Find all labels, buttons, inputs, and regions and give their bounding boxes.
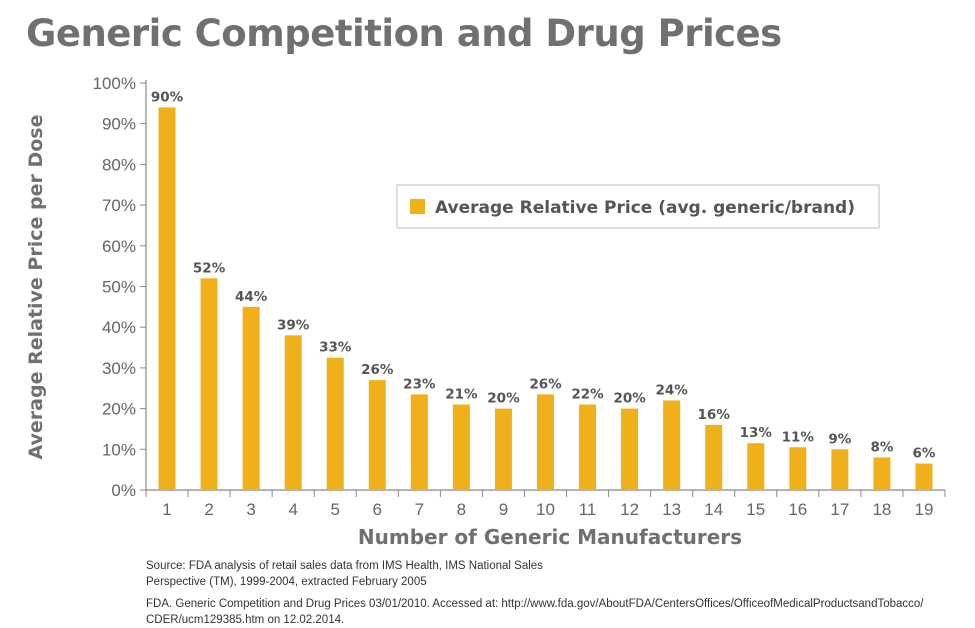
x-tick-label: 9 [499, 500, 508, 519]
legend-box [396, 184, 880, 229]
x-tick-label: 12 [620, 500, 639, 519]
legend-label: Average Relative Price (avg. generic/bra… [435, 198, 855, 218]
data-label: 11% [782, 429, 815, 445]
data-label: 21% [445, 387, 478, 403]
bar [747, 443, 765, 490]
data-label: 44% [235, 289, 268, 305]
data-label: 33% [319, 340, 352, 356]
data-label: 26% [529, 376, 562, 392]
x-tick-label: 15 [746, 500, 765, 519]
bar [284, 335, 302, 490]
x-axis-title: Number of Generic Manufacturers [358, 525, 742, 549]
data-label: 16% [698, 407, 731, 423]
bar [831, 449, 849, 490]
y-tick-label: 30% [102, 359, 136, 378]
x-tick-label: 8 [457, 500, 466, 519]
bar [452, 404, 470, 490]
bar [705, 424, 723, 490]
data-label: 9% [828, 431, 851, 447]
x-tick-label: 5 [331, 500, 340, 519]
data-label: 20% [487, 391, 520, 407]
data-label: 90% [151, 89, 184, 105]
x-tick-label: 10 [536, 500, 555, 519]
x-tick-label: 17 [830, 500, 849, 519]
y-tick-label: 40% [102, 318, 136, 337]
x-tick-label: 14 [704, 500, 723, 519]
y-axis-title: Average Relative Price per Dose [25, 115, 47, 460]
data-label: 52% [193, 260, 226, 276]
bar [368, 380, 386, 490]
legend: Average Relative Price (avg. generic/bra… [396, 184, 880, 229]
x-tick-label: 19 [915, 500, 934, 519]
bar [579, 404, 597, 490]
data-label: 8% [870, 439, 893, 455]
data-label: 24% [655, 382, 688, 398]
x-tick-label: 2 [204, 500, 213, 519]
bar [494, 408, 512, 490]
data-label: 26% [361, 362, 394, 378]
x-tick-label: 7 [415, 500, 424, 519]
data-label: 22% [571, 387, 604, 403]
bar [537, 394, 554, 490]
chart-title: Generic Competition and Drug Prices [26, 12, 782, 55]
x-tick-label: 13 [662, 500, 681, 519]
bars: 90% 52% 44% 39% 33% 26% 23% 21% 20% 26% 22% 20% 24% 1… [151, 89, 936, 491]
bar [915, 463, 933, 490]
source-note: Source: FDA analysis of retail sales dat… [146, 560, 543, 588]
data-label: 13% [740, 425, 773, 441]
x-tick-label: 4 [288, 500, 297, 519]
y-tick-label: 80% [102, 155, 136, 174]
data-label: 39% [277, 317, 310, 333]
bar [663, 400, 681, 490]
bar [410, 394, 428, 490]
bar [242, 306, 260, 490]
bar [200, 278, 218, 490]
x-tick-label: 6 [373, 500, 382, 519]
y-tick-label: 10% [102, 440, 136, 459]
y-tick-label: 90% [102, 115, 136, 134]
data-label: 6% [913, 446, 936, 462]
x-tick-label: 3 [246, 500, 255, 519]
bar [621, 408, 639, 490]
bar [158, 107, 176, 491]
y-tick-label: 20% [102, 400, 136, 419]
y-tick-label: 70% [102, 196, 136, 215]
y-tick-label: 100% [93, 74, 136, 93]
x-tick-label: 11 [579, 500, 597, 519]
legend-swatch [410, 199, 425, 214]
citation-note: FDA. Generic Competition and Drug Prices… [146, 598, 924, 626]
x-tick-label: 16 [788, 500, 807, 519]
axes: 0%10%20%30%40%50%60%70%80%90%100%1 2 3 4 5 6 7… [25, 74, 946, 549]
y-tick-label: 60% [102, 237, 136, 256]
bar [789, 447, 807, 490]
data-label: 20% [613, 391, 646, 407]
bar [326, 357, 344, 490]
y-tick-label: 0% [111, 481, 136, 500]
x-tick-label: 18 [872, 500, 891, 519]
bar [873, 457, 891, 490]
data-label: 23% [403, 376, 436, 392]
x-tick-label: 1 [162, 500, 171, 519]
y-tick-label: 50% [102, 278, 136, 297]
